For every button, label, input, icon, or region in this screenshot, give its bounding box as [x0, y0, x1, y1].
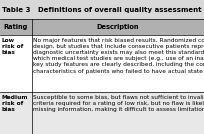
Bar	[0, 92, 204, 134]
Bar	[0, 35, 204, 92]
Text: Table 3   Definitions of overall quality assessment ratings fo: Table 3 Definitions of overall quality a…	[2, 7, 204, 13]
Bar	[0, 19, 204, 35]
Bar	[0, 0, 204, 19]
Text: Susceptible to some bias, but flaws not sufficient to invalidat
criteria require: Susceptible to some bias, but flaws not …	[33, 95, 204, 112]
Text: Low
risk of
bias: Low risk of bias	[2, 38, 23, 55]
Text: Medium
risk of
bias: Medium risk of bias	[2, 95, 28, 112]
Text: Rating: Rating	[4, 24, 28, 30]
Text: Description: Description	[96, 24, 139, 30]
Text: No major features that risk biased results. Randomized contr
design, but studies: No major features that risk biased resul…	[33, 38, 204, 74]
